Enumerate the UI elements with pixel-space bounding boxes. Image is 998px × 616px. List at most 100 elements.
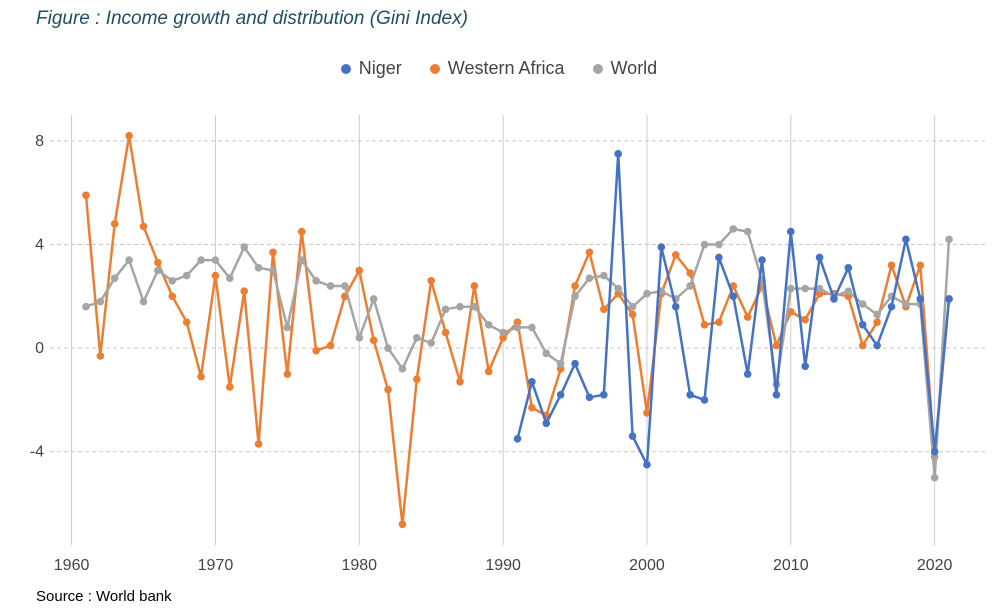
series-niger [513,150,953,469]
point-world-1973 [254,264,263,272]
point-western-africa-1987 [456,378,464,386]
point-niger-2004 [700,396,709,404]
point-western-africa-1986 [441,328,450,337]
point-western-africa-1983 [398,520,407,529]
point-western-africa-1997 [600,305,608,314]
point-world-1995 [571,292,579,301]
point-western-africa-2009 [772,341,781,350]
chart-legend: Niger Western Africa World [0,58,998,79]
point-world-1994 [556,359,565,368]
point-world-1969 [197,256,205,264]
point-niger-2019 [916,295,925,303]
point-western-africa-2011 [801,315,809,324]
point-world-1986 [441,305,450,314]
point-niger-2018 [902,235,910,244]
point-world-1968 [182,271,191,280]
point-western-africa-1971 [226,383,234,391]
point-world-1984 [413,333,421,342]
point-niger-2016 [873,341,881,350]
point-world-1979 [341,282,349,290]
point-western-africa-2007 [743,313,752,321]
legend-label-world: World [610,58,658,78]
point-western-africa-2019 [916,261,925,270]
legend-item-niger: Niger [340,58,402,79]
y-tick-label-8: 8 [35,133,44,150]
point-western-africa-1977 [312,346,320,355]
point-world-1993 [542,349,551,358]
y-tick-label-4: 4 [35,237,44,254]
point-western-africa-2002 [671,251,680,259]
y-tick-label--4: -4 [30,444,44,461]
point-world-2020 [930,473,939,482]
point-world-1961 [82,302,90,311]
point-world-2021 [945,235,953,244]
point-niger-2007 [743,370,752,378]
point-world-1997 [600,271,608,280]
point-western-africa-1982 [384,385,392,394]
point-world-2004 [700,240,709,249]
point-world-2003 [686,282,694,290]
point-western-africa-1978 [326,341,335,350]
point-western-africa-2016 [873,318,881,327]
point-niger-2011 [801,362,809,371]
legend-label-western-africa: Western Africa [447,58,565,78]
point-western-africa-1961 [82,191,90,200]
point-niger-1995 [571,359,579,368]
point-world-1962 [96,297,105,306]
point-world-1970 [211,256,220,264]
x-tick-label-2010: 2010 [773,557,809,574]
point-niger-1997 [600,390,608,399]
point-world-1992 [528,323,536,332]
point-niger-2013 [830,295,838,303]
point-world-1998 [614,284,622,293]
point-world-1965 [139,297,148,306]
point-niger-1994 [556,390,565,399]
point-western-africa-1969 [197,372,205,381]
chart-title: Figure : Income growth and distribution … [36,8,468,29]
point-niger-2014 [844,264,853,272]
series-line-niger [516,152,951,466]
point-world-1981 [369,295,378,303]
point-western-africa-2015 [858,341,867,350]
point-niger-2009 [772,390,781,399]
point-world-2012 [815,284,824,293]
point-western-africa-2000 [643,409,651,417]
point-western-africa-1992 [528,403,536,412]
point-world-1963 [110,274,119,282]
series-world [82,225,953,482]
point-western-africa-1988 [470,282,479,290]
point-world-1991 [513,323,522,332]
point-western-africa-2004 [700,321,709,329]
point-niger-2002 [671,302,680,311]
point-western-africa-1963 [110,219,119,228]
point-world-1975 [283,323,292,332]
source-note: Source : World bank [36,588,172,605]
point-western-africa-1970 [211,271,220,280]
point-niger-2021 [945,295,953,303]
x-tick-label-2020: 2020 [917,557,953,574]
point-world-1987 [456,302,464,311]
x-tick-label-1960: 1960 [54,557,90,574]
point-niger-2015 [858,321,867,329]
point-world-1999 [628,302,637,311]
point-niger-2020 [930,447,939,456]
point-western-africa-1967 [168,292,177,301]
point-world-2005 [715,240,723,249]
point-western-africa-1973 [254,440,263,448]
point-world-2010 [787,284,795,293]
series-layer [82,131,953,529]
point-western-africa-1974 [269,248,277,257]
point-western-africa-2017 [887,261,896,270]
point-world-1966 [154,266,162,275]
point-niger-1998 [614,150,622,158]
point-world-1972 [240,243,248,251]
point-world-1989 [484,321,493,329]
point-western-africa-1999 [628,310,637,319]
legend-item-western-africa: Western Africa [429,58,565,79]
y-tick-label-0: 0 [35,340,44,357]
point-western-africa-1996 [585,248,594,257]
point-world-2000 [643,289,651,298]
point-world-1983 [398,365,407,373]
point-western-africa-2010 [787,308,795,316]
point-niger-1996 [585,393,594,402]
